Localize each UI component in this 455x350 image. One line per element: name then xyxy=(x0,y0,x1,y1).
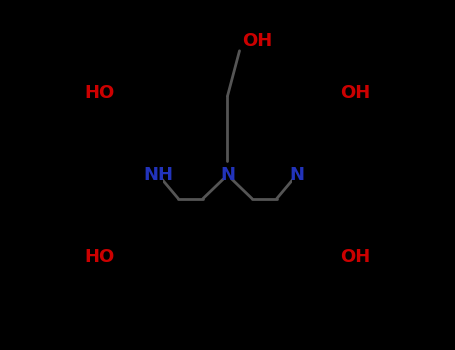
Text: N: N xyxy=(220,166,235,184)
Text: HO: HO xyxy=(85,248,115,266)
Text: NH: NH xyxy=(143,166,173,184)
Text: HO: HO xyxy=(85,84,115,102)
Text: OH: OH xyxy=(242,32,273,50)
Text: OH: OH xyxy=(340,84,370,102)
Text: N: N xyxy=(289,166,304,184)
Text: OH: OH xyxy=(340,248,370,266)
